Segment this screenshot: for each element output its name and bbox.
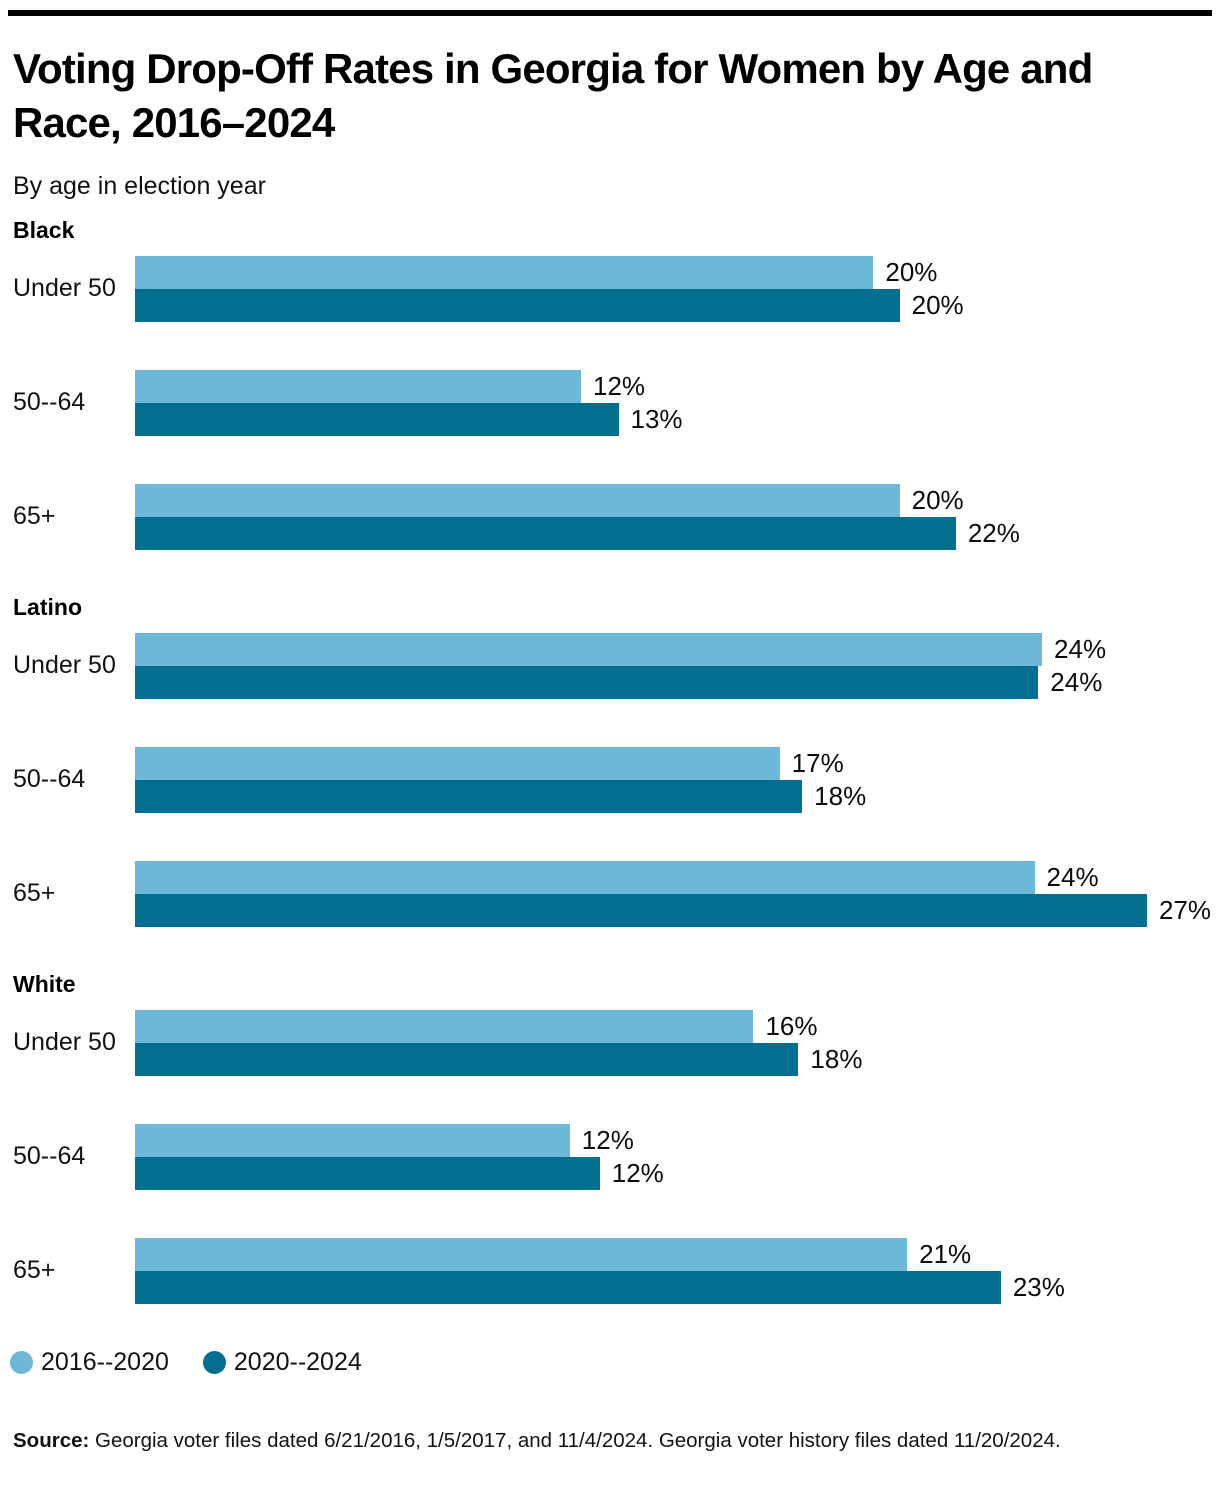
bar-pair: 12% 13%: [135, 369, 1220, 436]
bar-chart: Black Under 50 20% 20% 50--64 12% 13% 65+ 20% 22%…: [0, 217, 1220, 1304]
bar-value-label: 12%: [611, 1157, 664, 1188]
category-label: 65+: [13, 879, 56, 907]
chart-row: 65+ 21% 23%: [0, 1237, 1220, 1304]
chart-row: Under 50 24% 24%: [0, 632, 1220, 699]
bar-value-label: 21%: [919, 1238, 972, 1269]
bar-line: 12%: [135, 369, 1220, 403]
bar-pair: 21% 23%: [135, 1237, 1220, 1304]
category-label: 50--64: [13, 765, 86, 793]
category-label: Under 50: [13, 651, 116, 679]
top-rule: [8, 10, 1212, 16]
category-label: Under 50: [13, 274, 116, 302]
bar-2020-2024: [135, 1042, 799, 1076]
bar-pair: 12% 12%: [135, 1123, 1220, 1190]
bar-value-label: 12%: [593, 370, 646, 401]
bar-line: 24%: [135, 632, 1220, 666]
page-title: Voting Drop-Off Rates in Georgia for Wom…: [13, 45, 1093, 146]
bar-line: 22%: [135, 516, 1220, 550]
bar-2016-2020: [135, 255, 874, 289]
bar-2020-2024: [135, 402, 619, 436]
bar-value-label: 12%: [581, 1124, 634, 1155]
chart-row: 50--64 12% 12%: [0, 1123, 1220, 1190]
chart-row: 65+ 20% 22%: [0, 483, 1220, 550]
bar-pair: 16% 18%: [135, 1009, 1220, 1076]
bar-2016-2020: [135, 369, 582, 403]
bar-line: 18%: [135, 779, 1220, 813]
bar-value-label: 27%: [1159, 894, 1212, 925]
bar-value-label: 23%: [1012, 1271, 1065, 1302]
bar-value-label: 20%: [885, 256, 938, 287]
bar-2020-2024: [135, 779, 803, 813]
bar-2020-2024: [135, 665, 1039, 699]
bar-2016-2020: [135, 860, 1035, 894]
bar-line: 24%: [135, 860, 1220, 894]
bar-pair: 24% 27%: [135, 860, 1220, 927]
bar-2020-2024: [135, 516, 956, 550]
bar-value-label: 13%: [630, 403, 683, 434]
source-note: Source: Georgia voter files dated 6/21/2…: [13, 1425, 1123, 1457]
group-header-white: White: [13, 970, 76, 997]
bar-pair: 20% 22%: [135, 483, 1220, 550]
bar-value-label: 20%: [911, 289, 964, 320]
group-header-black: Black: [13, 216, 75, 243]
bar-line: 24%: [135, 665, 1220, 699]
bar-2020-2024: [135, 1156, 600, 1190]
chart-row: Under 50 16% 18%: [0, 1009, 1220, 1076]
bar-2016-2020: [135, 746, 780, 780]
bar-line: 20%: [135, 255, 1220, 289]
bar-value-label: 24%: [1046, 861, 1099, 892]
legend-swatch-2020-2024-icon: [202, 1350, 226, 1374]
bar-line: 12%: [135, 1156, 1220, 1190]
bar-line: 17%: [135, 746, 1220, 780]
bar-2020-2024: [135, 1270, 1001, 1304]
category-label: 65+: [13, 502, 56, 530]
category-label: 65+: [13, 1256, 56, 1284]
bar-line: 12%: [135, 1123, 1220, 1157]
category-label: 50--64: [13, 388, 86, 416]
bar-2016-2020: [135, 483, 900, 517]
bar-pair: 20% 20%: [135, 255, 1220, 322]
bar-2016-2020: [135, 1123, 570, 1157]
bar-value-label: 17%: [791, 747, 844, 778]
bar-2020-2024: [135, 893, 1147, 927]
bar-line: 13%: [135, 402, 1220, 436]
source-prefix: Source:: [13, 1428, 90, 1452]
bar-2016-2020: [135, 1237, 908, 1271]
bar-line: 21%: [135, 1237, 1220, 1271]
legend: 2016--2020 2020--2024: [10, 1348, 1220, 1377]
bar-value-label: 20%: [911, 484, 964, 515]
bar-line: 16%: [135, 1009, 1220, 1043]
bar-value-label: 22%: [967, 517, 1020, 548]
chart-row: 50--64 12% 13%: [0, 369, 1220, 436]
source-text: Georgia voter files dated 6/21/2016, 1/5…: [89, 1428, 1061, 1452]
legend-label: 2020--2024: [233, 1347, 362, 1376]
bar-pair: 24% 24%: [135, 632, 1220, 699]
page-subtitle: By age in election year: [13, 171, 266, 200]
group-header-latino: Latino: [13, 593, 82, 620]
bar-value-label: 16%: [765, 1010, 818, 1041]
category-label: Under 50: [13, 1028, 116, 1056]
category-label: 50--64: [13, 1142, 86, 1170]
bar-line: 18%: [135, 1042, 1220, 1076]
bar-2020-2024: [135, 288, 900, 322]
bar-value-label: 24%: [1054, 633, 1107, 664]
legend-label: 2016--2020: [41, 1347, 169, 1376]
bar-line: 20%: [135, 288, 1220, 322]
bar-value-label: 18%: [814, 780, 867, 811]
chart-row: 50--64 17% 18%: [0, 746, 1220, 813]
bar-pair: 17% 18%: [135, 746, 1220, 813]
bar-line: 23%: [135, 1270, 1220, 1304]
legend-swatch-2016-2020-icon: [10, 1350, 33, 1374]
bar-line: 27%: [135, 893, 1220, 927]
bar-line: 20%: [135, 483, 1220, 517]
bar-value-label: 18%: [810, 1043, 863, 1074]
legend-item-2016-2020: 2016--2020: [10, 1348, 169, 1377]
legend-item-2020-2024: 2020--2024: [202, 1347, 362, 1377]
bar-2016-2020: [135, 632, 1043, 666]
chart-row: Under 50 20% 20%: [0, 255, 1220, 322]
chart-row: 65+ 24% 27%: [0, 860, 1220, 927]
bar-2016-2020: [135, 1009, 754, 1043]
bar-value-label: 24%: [1050, 666, 1103, 697]
